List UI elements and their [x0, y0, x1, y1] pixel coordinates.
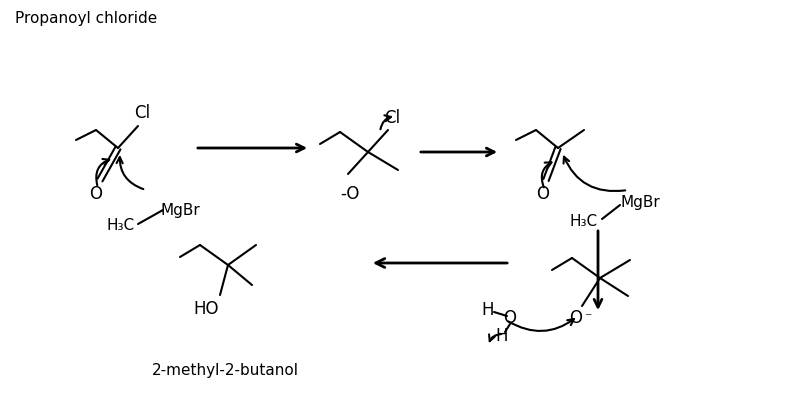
Text: -O: -O	[340, 185, 360, 203]
Text: 2-methyl-2-butanol: 2-methyl-2-butanol	[151, 363, 298, 377]
Text: H: H	[482, 301, 494, 319]
Text: O: O	[90, 185, 102, 203]
Text: MgBr: MgBr	[161, 203, 201, 217]
Text: HO: HO	[194, 300, 218, 318]
Text: O: O	[503, 309, 517, 327]
Text: Cl: Cl	[384, 109, 400, 127]
Text: MgBr: MgBr	[620, 196, 660, 211]
Text: H₃C: H₃C	[107, 219, 135, 233]
Text: Propanoyl chloride: Propanoyl chloride	[15, 10, 158, 26]
Text: Cl: Cl	[134, 104, 150, 122]
Text: H: H	[496, 327, 508, 345]
Text: H₃C: H₃C	[570, 213, 598, 229]
Text: O: O	[537, 185, 550, 203]
Text: ⁻: ⁻	[584, 311, 592, 325]
Text: O: O	[570, 309, 582, 327]
